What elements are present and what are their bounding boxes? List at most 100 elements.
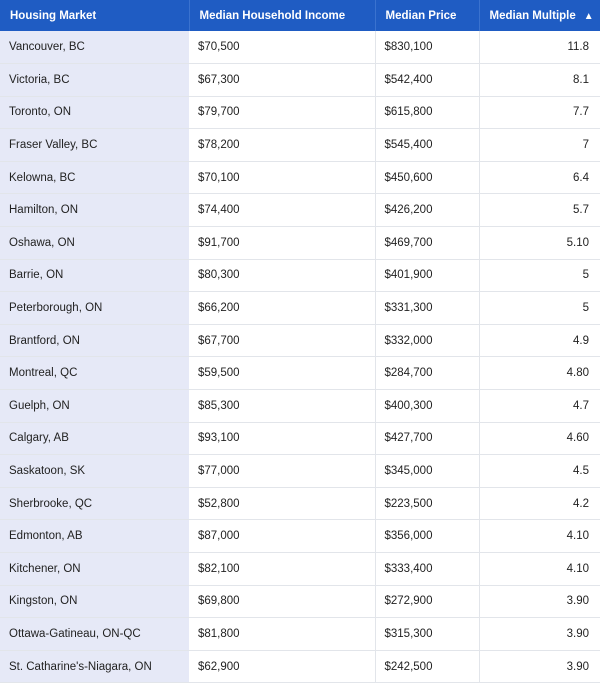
income-cell: $87,000 — [189, 519, 376, 553]
price-cell: $332,000 — [375, 324, 480, 358]
column-header-label: Median Price — [385, 9, 457, 22]
price-cell: $615,800 — [375, 96, 480, 130]
price-cell: $333,400 — [375, 552, 480, 586]
income-cell: $62,900 — [189, 650, 376, 683]
table-row: Vancouver, BC $70,500 $830,100 11.8 — [0, 31, 600, 65]
price-cell: $400,300 — [375, 389, 480, 423]
multiple-cell: 3.90 — [479, 650, 600, 683]
multiple-cell: 5 — [479, 291, 600, 325]
price-cell: $331,300 — [375, 291, 480, 325]
price-cell: $427,700 — [375, 422, 480, 456]
column-header-housing-market[interactable]: Housing Market — [0, 0, 190, 31]
multiple-cell: 11.8 — [479, 31, 600, 65]
table-row: Kitchener, ON $82,100 $333,400 4.10 — [0, 552, 600, 586]
price-cell: $450,600 — [375, 161, 480, 195]
column-header-median-multiple[interactable]: Median Multiple ▲ — [479, 0, 600, 31]
income-cell: $85,300 — [189, 389, 376, 423]
income-cell: $59,500 — [189, 356, 376, 391]
market-cell: Peterborough, ON — [0, 291, 189, 325]
multiple-cell: 4.9 — [479, 324, 600, 358]
income-cell: $70,500 — [189, 31, 376, 65]
multiple-cell: 5.7 — [479, 193, 600, 228]
column-header-median-household-income[interactable]: Median Household Income — [189, 0, 376, 31]
multiple-cell: 4.60 — [479, 422, 600, 456]
table-header: Housing Market Median Household Income M… — [0, 0, 600, 31]
income-cell: $66,200 — [189, 291, 376, 325]
price-cell: $469,700 — [375, 226, 480, 260]
table-row: Guelph, ON $85,300 $400,300 4.7 — [0, 389, 600, 423]
multiple-cell: 5 — [479, 259, 600, 293]
market-cell: Fraser Valley, BC — [0, 128, 189, 162]
column-header-label: Median Multiple — [489, 9, 576, 22]
multiple-cell: 5.10 — [479, 226, 600, 260]
market-cell: Oshawa, ON — [0, 226, 189, 260]
market-cell: Vancouver, BC — [0, 31, 189, 65]
multiple-cell: 8.1 — [479, 63, 600, 97]
market-cell: Ottawa-Gatineau, ON-QC — [0, 617, 189, 651]
price-cell: $356,000 — [375, 519, 480, 553]
table-row: Calgary, AB $93,100 $427,700 4.60 — [0, 422, 600, 456]
table-row: Sherbrooke, QC $52,800 $223,500 4.2 — [0, 487, 600, 521]
market-cell: Kelowna, BC — [0, 161, 189, 195]
market-cell: Calgary, AB — [0, 422, 189, 456]
multiple-cell: 4.5 — [479, 454, 600, 488]
price-cell: $345,000 — [375, 454, 480, 488]
market-cell: Barrie, ON — [0, 259, 189, 293]
market-cell: Toronto, ON — [0, 96, 189, 130]
table-row: Toronto, ON $79,700 $615,800 7.7 — [0, 96, 600, 130]
income-cell: $79,700 — [189, 96, 376, 130]
income-cell: $70,100 — [189, 161, 376, 195]
income-cell: $52,800 — [189, 487, 376, 521]
market-cell: Saskatoon, SK — [0, 454, 189, 488]
table-body: Vancouver, BC $70,500 $830,100 11.8 Victoria… — [0, 31, 600, 683]
table-row: Brantford, ON $67,700 $332,000 4.9 — [0, 324, 600, 358]
table-row: Ottawa-Gatineau, ON-QC $81,800 $315,300 3.9… — [0, 617, 600, 651]
income-cell: $74,400 — [189, 193, 376, 228]
market-cell: Brantford, ON — [0, 324, 189, 358]
table-row: Kingston, ON $69,800 $272,900 3.90 — [0, 585, 600, 619]
table-row: Peterborough, ON $66,200 $331,300 5 — [0, 291, 600, 325]
income-cell: $69,800 — [189, 585, 376, 619]
header-row: Housing Market Median Household Income M… — [0, 0, 600, 31]
multiple-cell: 7 — [479, 128, 600, 162]
sort-ascending-icon: ▲ — [583, 10, 594, 22]
multiple-cell: 6.4 — [479, 161, 600, 195]
price-cell: $242,500 — [375, 650, 480, 683]
income-cell: $77,000 — [189, 454, 376, 488]
market-cell: Sherbrooke, QC — [0, 487, 189, 521]
multiple-cell: 4.2 — [479, 487, 600, 521]
income-cell: $78,200 — [189, 128, 376, 162]
price-cell: $545,400 — [375, 128, 480, 162]
market-cell: Victoria, BC — [0, 63, 189, 97]
multiple-cell: 4.7 — [479, 389, 600, 423]
table-row: Fraser Valley, BC $78,200 $545,400 7 — [0, 128, 600, 162]
table-row: Edmonton, AB $87,000 $356,000 4.10 — [0, 519, 600, 553]
multiple-cell: 3.90 — [479, 617, 600, 651]
income-cell: $81,800 — [189, 617, 376, 651]
column-header-label: Housing Market — [10, 9, 97, 22]
table-row: Victoria, BC $67,300 $542,400 8.1 — [0, 63, 600, 97]
table-row: Saskatoon, SK $77,000 $345,000 4.5 — [0, 454, 600, 488]
income-cell: $93,100 — [189, 422, 376, 456]
price-cell: $272,900 — [375, 585, 480, 619]
price-cell: $223,500 — [375, 487, 480, 521]
table-row: Montreal, QC $59,500 $284,700 4.80 — [0, 356, 600, 391]
market-cell: Guelph, ON — [0, 389, 189, 423]
price-cell: $830,100 — [375, 31, 480, 65]
column-header-label: Median Household Income — [199, 9, 346, 22]
multiple-cell: 4.10 — [479, 519, 600, 553]
table-row: Kelowna, BC $70,100 $450,600 6.4 — [0, 161, 600, 195]
market-cell: St. Catharine's-Niagara, ON — [0, 650, 189, 683]
multiple-cell: 4.80 — [479, 356, 600, 391]
table-row: Hamilton, ON $74,400 $426,200 5.7 — [0, 193, 600, 228]
multiple-cell: 3.90 — [479, 585, 600, 619]
market-cell: Kingston, ON — [0, 585, 189, 619]
price-cell: $542,400 — [375, 63, 480, 97]
table-row: St. Catharine's-Niagara, ON $62,900 $242,5… — [0, 650, 600, 683]
column-header-median-price[interactable]: Median Price — [375, 0, 480, 31]
price-cell: $315,300 — [375, 617, 480, 651]
income-cell: $91,700 — [189, 226, 376, 260]
market-cell: Hamilton, ON — [0, 193, 189, 228]
